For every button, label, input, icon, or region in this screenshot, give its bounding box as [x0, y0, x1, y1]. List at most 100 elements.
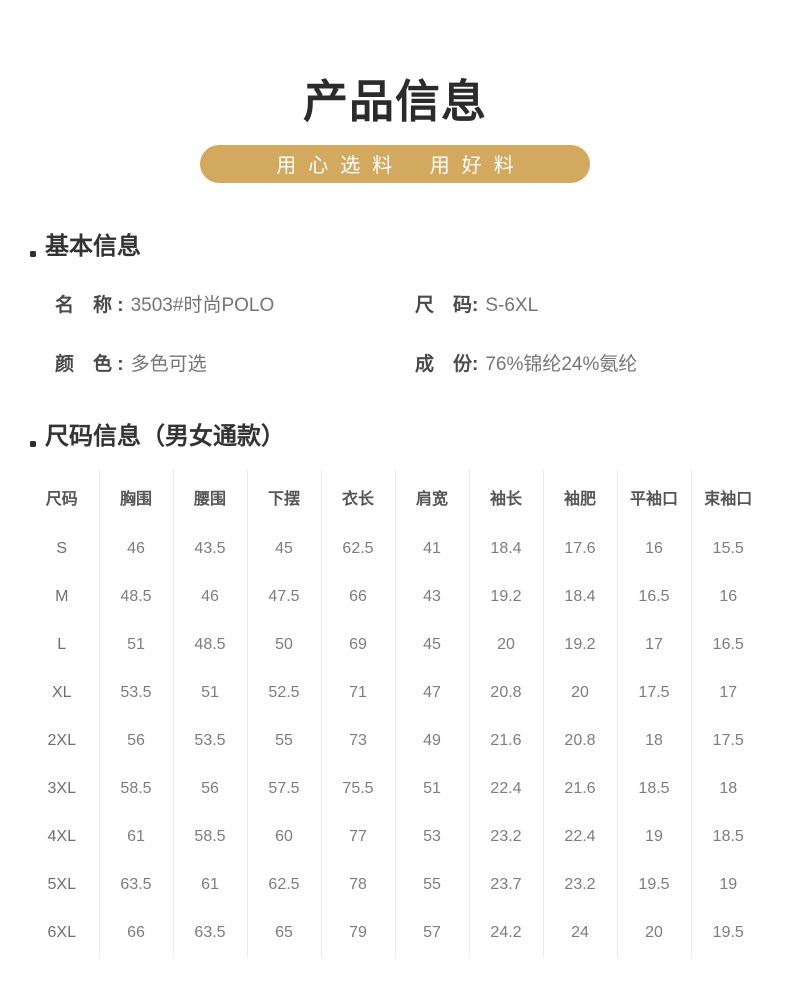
table-cell: 57: [395, 908, 470, 957]
table-cell: 77: [321, 812, 396, 861]
table-row: L 51 48.5 50 69 45 20 19.2 17 16.5: [25, 620, 765, 669]
table-row: 2XL 56 53.5 55 73 49 21.6 20.8 18 17.5: [25, 716, 765, 765]
size-table: 尺码 胸围 腰围 下摆 衣长 肩宽 袖长 袖肥 平袖口 束袖口 S 46 43.5 45 62.5 41 18.…: [25, 469, 765, 957]
table-cell: 60: [247, 812, 322, 861]
table-cell: 58.5: [173, 812, 248, 861]
size-label-cell: 3XL: [25, 764, 100, 813]
table-cell: 17: [719, 683, 738, 701]
table-cell: 20: [617, 908, 692, 957]
table-row: M 48.5 46 47.5 66 43 19.2 18.4 16.5 16: [25, 572, 765, 621]
table-cell: 55: [247, 716, 322, 765]
table-row: 5XL 63.5 61 62.5 78 55 23.7 23.2 19.5 19: [25, 860, 765, 909]
table-cell: 45: [247, 524, 322, 573]
table-cell: 16: [617, 524, 692, 573]
field-label: 成 份:: [415, 353, 479, 375]
field-color: 颜 色 : 多色可选: [55, 354, 415, 377]
table-cell: 16.5: [617, 572, 692, 621]
table-cell: 69: [321, 620, 396, 669]
table-cell: 23.2: [469, 812, 544, 861]
basic-info-heading: 基本信息: [30, 233, 790, 261]
table-cell: 23.7: [469, 860, 544, 909]
size-label-cell: XL: [25, 668, 100, 717]
basic-info-fields: 名 称 : 3503#时尚POLO 尺 码: S-6XL 颜 色 : 多色可选 成 份…: [55, 295, 790, 377]
table-cell: 51: [99, 620, 174, 669]
table-row: S 46 43.5 45 62.5 41 18.4 17.6 16 15.5: [25, 524, 765, 573]
table-cell: 19.5: [712, 923, 744, 941]
table-cell: 18.5: [712, 827, 744, 845]
table-cell: 21.6: [469, 716, 544, 765]
tagline-text: 用心选料 用好料: [276, 155, 526, 178]
column-header: 束袖口: [704, 491, 753, 509]
table-cell: 75.5: [321, 764, 396, 813]
table-cell: 18: [719, 779, 738, 797]
table-cell: 56: [173, 764, 248, 813]
table-cell: 21.6: [543, 764, 618, 813]
table-cell: 23.2: [543, 860, 618, 909]
table-cell: 51: [173, 668, 248, 717]
table-cell: 16.5: [712, 635, 744, 653]
table-cell: 46: [173, 572, 248, 621]
table-cell: 58.5: [99, 764, 174, 813]
table-cell: 53.5: [99, 668, 174, 717]
product-info-page: 产品信息 用心选料 用好料 基本信息 名 称 : 3503#时尚POLO 尺 码:…: [25, 76, 790, 957]
table-cell: 78: [321, 860, 396, 909]
table-cell: 50: [247, 620, 322, 669]
size-label-cell: 6XL: [25, 908, 100, 957]
table-cell: 19: [617, 812, 692, 861]
table-cell: 63.5: [99, 860, 174, 909]
table-cell: 62.5: [247, 860, 322, 909]
field-value: 3503#时尚POLO: [130, 295, 275, 317]
table-row: 3XL 58.5 56 57.5 75.5 51 22.4 21.6 18.5 18: [25, 764, 765, 813]
table-cell: 41: [395, 524, 470, 573]
column-header: 袖长: [469, 469, 544, 525]
table-cell: 57.5: [247, 764, 322, 813]
field-value: 76%锦纶24%氨纶: [485, 353, 638, 375]
column-header: 胸围: [99, 469, 174, 525]
table-cell: 18.5: [617, 764, 692, 813]
table-cell: 62.5: [321, 524, 396, 573]
table-cell: 66: [99, 908, 174, 957]
table-cell: 20: [543, 668, 618, 717]
table-cell: 55: [395, 860, 470, 909]
table-row: 6XL 66 63.5 65 79 57 24.2 24 20 19.5: [25, 908, 765, 957]
table-cell: 65: [247, 908, 322, 957]
table-cell: 19: [719, 875, 738, 893]
table-cell: 49: [395, 716, 470, 765]
size-table-wrap: 尺码 胸围 腰围 下摆 衣长 肩宽 袖长 袖肥 平袖口 束袖口 S 46 43.5 45 62.5 41 18.…: [25, 469, 765, 957]
table-cell: 16: [719, 587, 738, 605]
column-header: 下摆: [247, 469, 322, 525]
field-value: 多色可选: [130, 353, 207, 375]
bullet-dot-icon: [30, 440, 36, 447]
table-cell: 20: [469, 620, 544, 669]
table-cell: 20.8: [543, 716, 618, 765]
size-label-cell: S: [25, 524, 100, 573]
table-cell: 52.5: [247, 668, 322, 717]
table-cell: 22.4: [543, 812, 618, 861]
table-cell: 17.5: [712, 731, 744, 749]
table-cell: 73: [321, 716, 396, 765]
size-label-cell: M: [25, 572, 100, 621]
table-row: 4XL 61 58.5 60 77 53 23.2 22.4 19 18.5: [25, 812, 765, 861]
table-cell: 63.5: [173, 908, 248, 957]
table-cell: 56: [99, 716, 174, 765]
table-header-row: 尺码 胸围 腰围 下摆 衣长 肩宽 袖长 袖肥 平袖口 束袖口: [25, 469, 765, 525]
table-cell: 66: [321, 572, 396, 621]
basic-info-heading-label: 基本信息: [45, 232, 141, 260]
table-cell: 79: [321, 908, 396, 957]
size-label-cell: 5XL: [25, 860, 100, 909]
table-cell: 19.2: [543, 620, 618, 669]
field-name: 名 称 : 3503#时尚POLO: [55, 295, 415, 318]
table-cell: 18.4: [469, 524, 544, 573]
table-cell: 19.5: [617, 860, 692, 909]
table-cell: 48.5: [173, 620, 248, 669]
column-header: 袖肥: [543, 469, 618, 525]
field-label: 尺 码:: [415, 295, 479, 317]
page-title: 产品信息: [302, 76, 487, 127]
table-cell: 22.4: [469, 764, 544, 813]
table-cell: 48.5: [99, 572, 174, 621]
table-cell: 17.6: [543, 524, 618, 573]
field-label: 颜 色 :: [55, 353, 124, 375]
table-cell: 43: [395, 572, 470, 621]
size-label-cell: L: [25, 620, 100, 669]
table-cell: 47.5: [247, 572, 322, 621]
